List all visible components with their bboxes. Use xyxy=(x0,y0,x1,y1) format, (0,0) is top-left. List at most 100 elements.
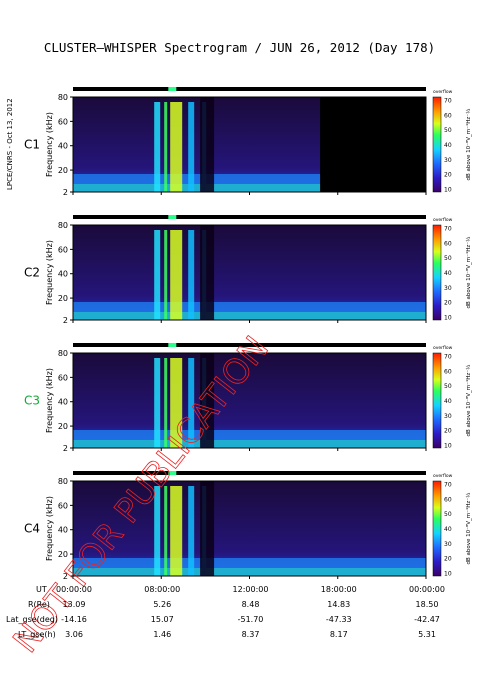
ephemeris-value: 5.31 xyxy=(418,630,436,639)
emission-streak xyxy=(164,230,168,320)
emission-streak xyxy=(154,486,161,576)
ephemeris-label: UT xyxy=(36,585,47,594)
colorbar-tick-label: 10 xyxy=(444,571,452,578)
emission-streak xyxy=(188,486,195,576)
y-tick-label: 40 xyxy=(58,270,68,279)
colorbar-tick-label: 10 xyxy=(444,443,452,450)
ephemeris-value: 1.46 xyxy=(153,630,172,639)
colorbar-label: dB above 10⁻⁸V_m⁻¹Hz⁻½ xyxy=(465,237,472,309)
ephemeris-value: 3.06 xyxy=(65,630,83,639)
y-axis-label: Frequency (kHz) xyxy=(45,368,54,433)
ephemeris-value: 13.09 xyxy=(62,600,86,609)
ephemeris-value: 08:00:00 xyxy=(144,585,181,594)
emission-streak xyxy=(154,230,161,320)
ephemeris-value: -14.16 xyxy=(61,615,87,624)
colorbar-tick-label: 60 xyxy=(444,112,452,119)
y-tick-label: 80 xyxy=(58,93,68,102)
data-marker xyxy=(168,471,177,475)
ephemeris-value: 00:00:00 xyxy=(409,585,445,594)
y-tick-label: 80 xyxy=(58,477,68,486)
y-tick-label: 20 xyxy=(58,422,68,431)
colorbar-tick-label: 40 xyxy=(444,526,452,533)
panel-header-bar xyxy=(73,87,426,91)
ephemeris-value: 12:00:00 xyxy=(232,585,269,594)
emission-streak xyxy=(170,102,183,192)
emission-streak xyxy=(170,486,183,576)
colorbar-tick-label: 30 xyxy=(444,413,452,420)
colorbar-tick-label: 60 xyxy=(444,496,452,503)
y-tick-label: 60 xyxy=(58,501,68,510)
colorbar-tick-label: 20 xyxy=(444,172,452,179)
emission-streak xyxy=(170,358,183,448)
colorbar-tick-label: 70 xyxy=(444,98,452,105)
ephemeris-value: -47.33 xyxy=(325,615,352,624)
colorbar-tick-label: 20 xyxy=(444,428,452,435)
y-axis-label: Frequency (kHz) xyxy=(45,496,54,561)
data-gap xyxy=(200,481,215,576)
ephemeris-value: 8.17 xyxy=(329,630,348,639)
colorbar-tick-label: 50 xyxy=(444,383,452,390)
y-tick-label: 20 xyxy=(58,550,68,559)
colorbar xyxy=(432,96,442,193)
ephemeris-label: R(Re) xyxy=(28,600,50,609)
ephemeris-value: -42.47 xyxy=(414,615,440,624)
panel-header-bar xyxy=(73,215,426,219)
emission-streak xyxy=(188,102,195,192)
data-gap xyxy=(200,97,215,192)
y-axis-label: Frequency (kHz) xyxy=(45,112,54,177)
ephemeris-value: -51.70 xyxy=(237,615,264,624)
colorbar-label: dB above 10⁻⁸V_m⁻¹Hz⁻½ xyxy=(465,365,472,437)
low-frequency-band-core xyxy=(73,184,426,192)
colorbar-label: dB above 10⁻⁸V_m⁻¹Hz⁻½ xyxy=(465,493,472,565)
colorbar-tick-label: 20 xyxy=(444,300,452,307)
colorbar-tick-label: 50 xyxy=(444,511,452,518)
emission-streak xyxy=(154,102,161,192)
colorbar-tick-label: 70 xyxy=(444,226,452,233)
emission-streak xyxy=(164,102,168,192)
colorbar-tick-label: 60 xyxy=(444,368,452,375)
colorbar xyxy=(432,352,442,449)
emission-streak xyxy=(164,486,168,576)
colorbar-tick-label: 50 xyxy=(444,127,452,134)
spacecraft-label: C4 xyxy=(24,522,40,536)
y-axis-label: Frequency (kHz) xyxy=(45,240,54,305)
panel-header-bar xyxy=(73,471,426,475)
colorbar xyxy=(432,224,442,321)
y-tick-label: 40 xyxy=(58,142,68,151)
colorbar-label: dB above 10⁻⁸V_m⁻¹Hz⁻½ xyxy=(465,109,472,181)
colorbar-tick-label: 40 xyxy=(444,398,452,405)
low-frequency-band-core xyxy=(73,568,426,576)
spacecraft-label: C3 xyxy=(24,394,40,408)
ephemeris-value: 8.37 xyxy=(241,630,260,639)
y-tick-label: 20 xyxy=(58,166,68,175)
ephemeris-value: 5.26 xyxy=(153,600,172,609)
ephemeris-value: 00:00:00 xyxy=(56,585,92,594)
panel-header-bar xyxy=(73,343,426,347)
no-data-region xyxy=(320,97,426,192)
colorbar-tick-label: 60 xyxy=(444,240,452,247)
colorbar-tick-label: 10 xyxy=(444,187,452,194)
colorbar-tick-label: 50 xyxy=(444,255,452,262)
colorbar-tick-label: 30 xyxy=(444,157,452,164)
spacecraft-label: C1 xyxy=(24,138,40,152)
colorbar-tick-label: 40 xyxy=(444,270,452,277)
y-tick-label: 60 xyxy=(58,245,68,254)
y-tick-label: 80 xyxy=(58,221,68,230)
data-marker xyxy=(168,87,177,91)
low-frequency-band-core xyxy=(73,312,426,320)
colorbar xyxy=(432,480,442,577)
colorbar-tick-label: 30 xyxy=(444,541,452,548)
y-tick-label: 60 xyxy=(58,373,68,382)
colorbar-overflow-label: overflow xyxy=(433,89,453,95)
chart-title: CLUSTER–WHISPER Spectrogram / JUN 26, 20… xyxy=(43,40,436,55)
ephemeris-label: LT_gse(h) xyxy=(18,630,56,639)
emission-streak xyxy=(154,358,161,448)
y-tick-label: 2 xyxy=(63,316,68,325)
data-gap xyxy=(200,225,215,320)
colorbar-tick-label: 40 xyxy=(444,142,452,149)
emission-streak xyxy=(188,358,195,448)
colorbar-tick-label: 10 xyxy=(444,315,452,322)
colorbar-overflow-label: overflow xyxy=(433,473,453,479)
colorbar-tick-label: 70 xyxy=(444,354,452,361)
